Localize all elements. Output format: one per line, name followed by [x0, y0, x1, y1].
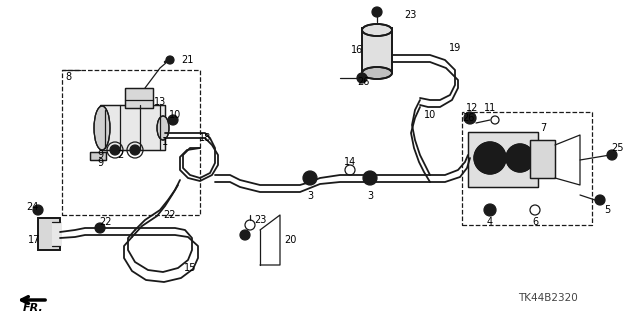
Bar: [362, 28, 392, 73]
Circle shape: [33, 205, 43, 215]
Circle shape: [607, 150, 617, 160]
Bar: [530, 140, 555, 178]
Circle shape: [372, 7, 382, 17]
Bar: [362, 28, 392, 73]
Circle shape: [482, 150, 498, 166]
Text: 14: 14: [344, 157, 356, 167]
Bar: [462, 112, 592, 225]
Bar: [62, 70, 200, 215]
Text: 5: 5: [604, 205, 610, 215]
Ellipse shape: [157, 116, 169, 140]
Circle shape: [363, 171, 377, 185]
Text: 7: 7: [540, 123, 546, 133]
Text: 10: 10: [169, 110, 181, 120]
Ellipse shape: [362, 24, 392, 36]
Text: 10: 10: [424, 110, 436, 120]
Ellipse shape: [362, 67, 392, 79]
Text: 24: 24: [26, 202, 38, 212]
Bar: [125, 88, 153, 108]
Text: 21: 21: [181, 55, 193, 65]
Text: 15: 15: [184, 263, 196, 273]
Bar: [38, 218, 60, 250]
Text: 25: 25: [611, 143, 623, 153]
Circle shape: [464, 112, 476, 124]
Text: 16: 16: [351, 45, 363, 55]
Text: TK44B2320: TK44B2320: [518, 293, 578, 303]
Circle shape: [95, 223, 105, 233]
Circle shape: [130, 145, 140, 155]
Text: 13: 13: [154, 97, 166, 107]
Text: 3: 3: [307, 191, 313, 201]
Text: 20: 20: [284, 235, 296, 245]
Text: 12: 12: [466, 103, 478, 113]
Text: 26: 26: [462, 113, 474, 123]
Text: 23: 23: [404, 10, 416, 20]
Bar: [100, 105, 165, 150]
Circle shape: [474, 142, 506, 174]
Text: 22: 22: [99, 217, 111, 227]
Text: 23: 23: [254, 215, 266, 225]
Bar: [100, 105, 165, 150]
Text: 26: 26: [357, 77, 369, 87]
Text: 11: 11: [484, 103, 496, 113]
Text: 6: 6: [532, 217, 538, 227]
Bar: [90, 152, 106, 160]
Text: 9: 9: [97, 158, 103, 168]
Bar: [468, 132, 538, 187]
Circle shape: [506, 144, 534, 172]
Circle shape: [595, 195, 605, 205]
Text: 1: 1: [162, 137, 168, 147]
Bar: [530, 140, 555, 178]
Text: 8: 8: [65, 72, 71, 82]
Circle shape: [240, 230, 250, 240]
Text: 3: 3: [367, 191, 373, 201]
Circle shape: [484, 204, 496, 216]
Text: 2: 2: [117, 150, 123, 160]
Ellipse shape: [94, 106, 110, 150]
Bar: [90, 152, 106, 160]
Text: FR.: FR.: [22, 303, 44, 313]
Text: 4: 4: [487, 217, 493, 227]
Circle shape: [357, 73, 367, 83]
Circle shape: [110, 145, 120, 155]
Bar: [125, 88, 153, 108]
Text: 19: 19: [449, 43, 461, 53]
Text: 18: 18: [199, 133, 211, 143]
Text: 9: 9: [97, 150, 103, 160]
Bar: [38, 218, 60, 250]
Text: 17: 17: [28, 235, 40, 245]
Circle shape: [168, 115, 178, 125]
Bar: [468, 132, 538, 187]
Circle shape: [303, 171, 317, 185]
Circle shape: [166, 56, 174, 64]
Bar: [52, 222, 62, 246]
Text: 22: 22: [164, 210, 176, 220]
